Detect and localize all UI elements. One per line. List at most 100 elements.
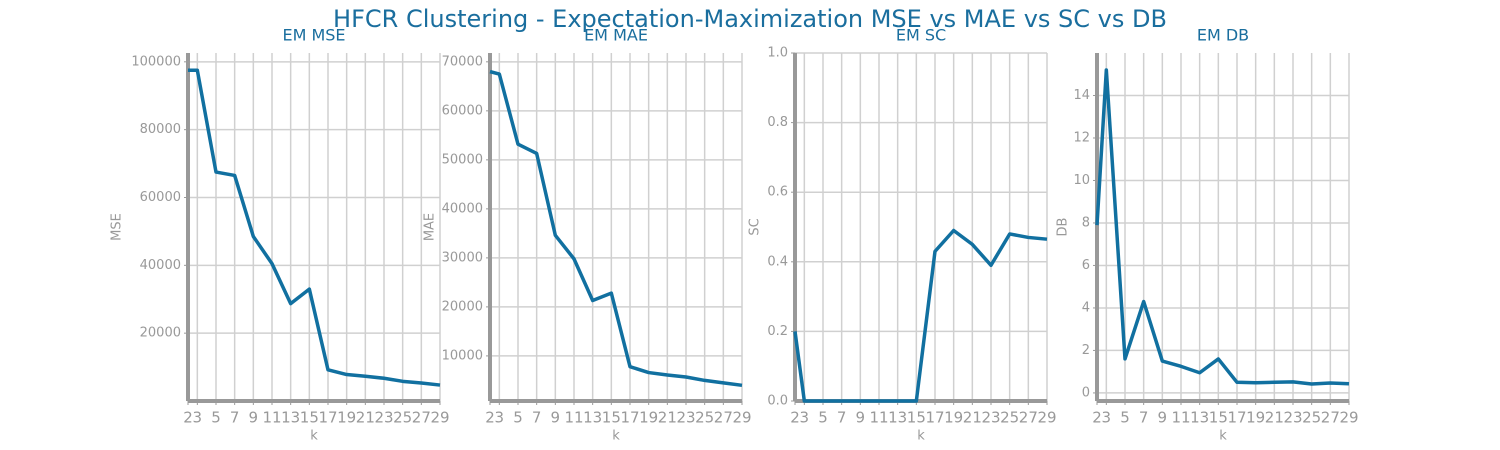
x-tick-label: 19 <box>639 409 658 427</box>
y-tick-label: 0.0 <box>767 394 788 409</box>
x-tick-label: 2 <box>1092 409 1102 427</box>
x-tick-label: 17 <box>318 409 337 427</box>
x-tick-label: 5 <box>211 409 221 427</box>
x-tick-label: 27 <box>1019 409 1038 427</box>
x-axis-label: k <box>917 429 925 444</box>
x-tick-label: 21 <box>963 409 982 427</box>
subplot-title: EM MAE <box>584 26 648 45</box>
x-tick-label: 25 <box>695 409 714 427</box>
y-axis-label: MSE <box>110 213 125 241</box>
x-tick-label: 27 <box>412 409 431 427</box>
y-axis-label: MAE <box>423 213 438 241</box>
y-axis-label: DB <box>1056 218 1071 237</box>
subplot-title: EM SC <box>896 26 946 45</box>
x-tick-label: 13 <box>888 409 907 427</box>
x-tick-label: 23 <box>374 409 393 427</box>
y-tick-label: 60000 <box>442 103 483 118</box>
y-tick-label: 0.2 <box>767 324 788 339</box>
x-tick-label: 3 <box>800 409 810 427</box>
y-tick-label: 10000 <box>442 348 483 363</box>
y-tick-label: 0.4 <box>767 254 788 269</box>
x-tick-label: 19 <box>337 409 356 427</box>
x-tick-label: 21 <box>658 409 677 427</box>
x-tick-label: 3 <box>495 409 505 427</box>
x-tick-label: 19 <box>1246 409 1265 427</box>
y-tick-label: 30000 <box>442 250 483 265</box>
x-axis-label: k <box>1219 429 1227 444</box>
x-axis-label: k <box>612 429 620 444</box>
x-tick-label: 29 <box>1037 409 1056 427</box>
data-line <box>793 228 1048 403</box>
y-tick-label: 8 <box>1082 215 1090 230</box>
x-tick-label: 3 <box>1102 409 1112 427</box>
x-axis-label: k <box>310 429 318 444</box>
x-tick-label: 25 <box>1302 409 1321 427</box>
x-tick-label: 7 <box>230 409 240 427</box>
figure-title: HFCR Clustering - Expectation-Maximizati… <box>333 5 1167 33</box>
x-tick-label: 19 <box>944 409 963 427</box>
x-tick-label: 9 <box>856 409 866 427</box>
x-tick-label: 29 <box>732 409 751 427</box>
x-tick-label: 2 <box>485 409 495 427</box>
y-tick-label: 10 <box>1073 173 1090 188</box>
x-tick-label: 7 <box>532 409 542 427</box>
x-tick-label: 9 <box>249 409 259 427</box>
x-tick-label: 11 <box>869 409 888 427</box>
x-tick-label: 23 <box>676 409 695 427</box>
x-tick-label: 11 <box>1171 409 1190 427</box>
x-tick-label: 9 <box>551 409 561 427</box>
x-tick-label: 13 <box>583 409 602 427</box>
x-tick-label: 29 <box>1339 409 1358 427</box>
y-tick-label: 0.6 <box>767 185 788 200</box>
y-tick-label: 6 <box>1082 258 1090 273</box>
subplot-title: EM MSE <box>282 26 345 45</box>
x-tick-label: 27 <box>714 409 733 427</box>
subplot-title: EM DB <box>1197 26 1249 45</box>
y-tick-label: 20000 <box>140 326 181 341</box>
x-tick-label: 11 <box>564 409 583 427</box>
y-tick-label: 4 <box>1082 300 1090 315</box>
x-tick-label: 25 <box>393 409 412 427</box>
x-tick-label: 2 <box>183 409 193 427</box>
y-tick-label: 60000 <box>140 190 181 205</box>
x-tick-label: 23 <box>1283 409 1302 427</box>
data-line <box>1095 68 1350 386</box>
x-tick-label: 17 <box>925 409 944 427</box>
data-line <box>188 68 441 387</box>
x-tick-label: 5 <box>513 409 523 427</box>
y-tick-label: 1.0 <box>767 46 788 61</box>
x-tick-label: 15 <box>907 409 926 427</box>
y-tick-label: 0 <box>1082 385 1090 400</box>
y-tick-label: 14 <box>1073 88 1090 103</box>
x-tick-label: 15 <box>602 409 621 427</box>
x-tick-label: 23 <box>981 409 1000 427</box>
y-axis-label: SC <box>748 218 763 235</box>
y-tick-label: 0.8 <box>767 115 788 130</box>
y-tick-label: 2 <box>1082 343 1090 358</box>
x-tick-label: 21 <box>1265 409 1284 427</box>
x-tick-label: 5 <box>1120 409 1130 427</box>
x-tick-label: 17 <box>1227 409 1246 427</box>
x-tick-label: 27 <box>1321 409 1340 427</box>
y-tick-label: 40000 <box>442 201 483 216</box>
x-tick-label: 15 <box>300 409 319 427</box>
x-tick-label: 29 <box>430 409 449 427</box>
y-tick-label: 80000 <box>140 122 181 137</box>
x-tick-label: 25 <box>1000 409 1019 427</box>
x-tick-label: 21 <box>356 409 375 427</box>
y-tick-label: 20000 <box>442 299 483 314</box>
x-tick-label: 13 <box>281 409 300 427</box>
y-tick-label: 50000 <box>442 152 483 167</box>
x-tick-label: 13 <box>1190 409 1209 427</box>
x-tick-label: 7 <box>1139 409 1149 427</box>
x-tick-label: 3 <box>193 409 203 427</box>
data-line <box>489 69 743 388</box>
x-tick-label: 11 <box>262 409 281 427</box>
y-tick-label: 70000 <box>442 54 483 69</box>
x-tick-label: 5 <box>818 409 828 427</box>
y-tick-label: 100000 <box>131 54 181 69</box>
x-tick-label: 2 <box>790 409 800 427</box>
x-tick-label: 17 <box>620 409 639 427</box>
x-tick-label: 7 <box>837 409 847 427</box>
x-tick-label: 9 <box>1158 409 1168 427</box>
